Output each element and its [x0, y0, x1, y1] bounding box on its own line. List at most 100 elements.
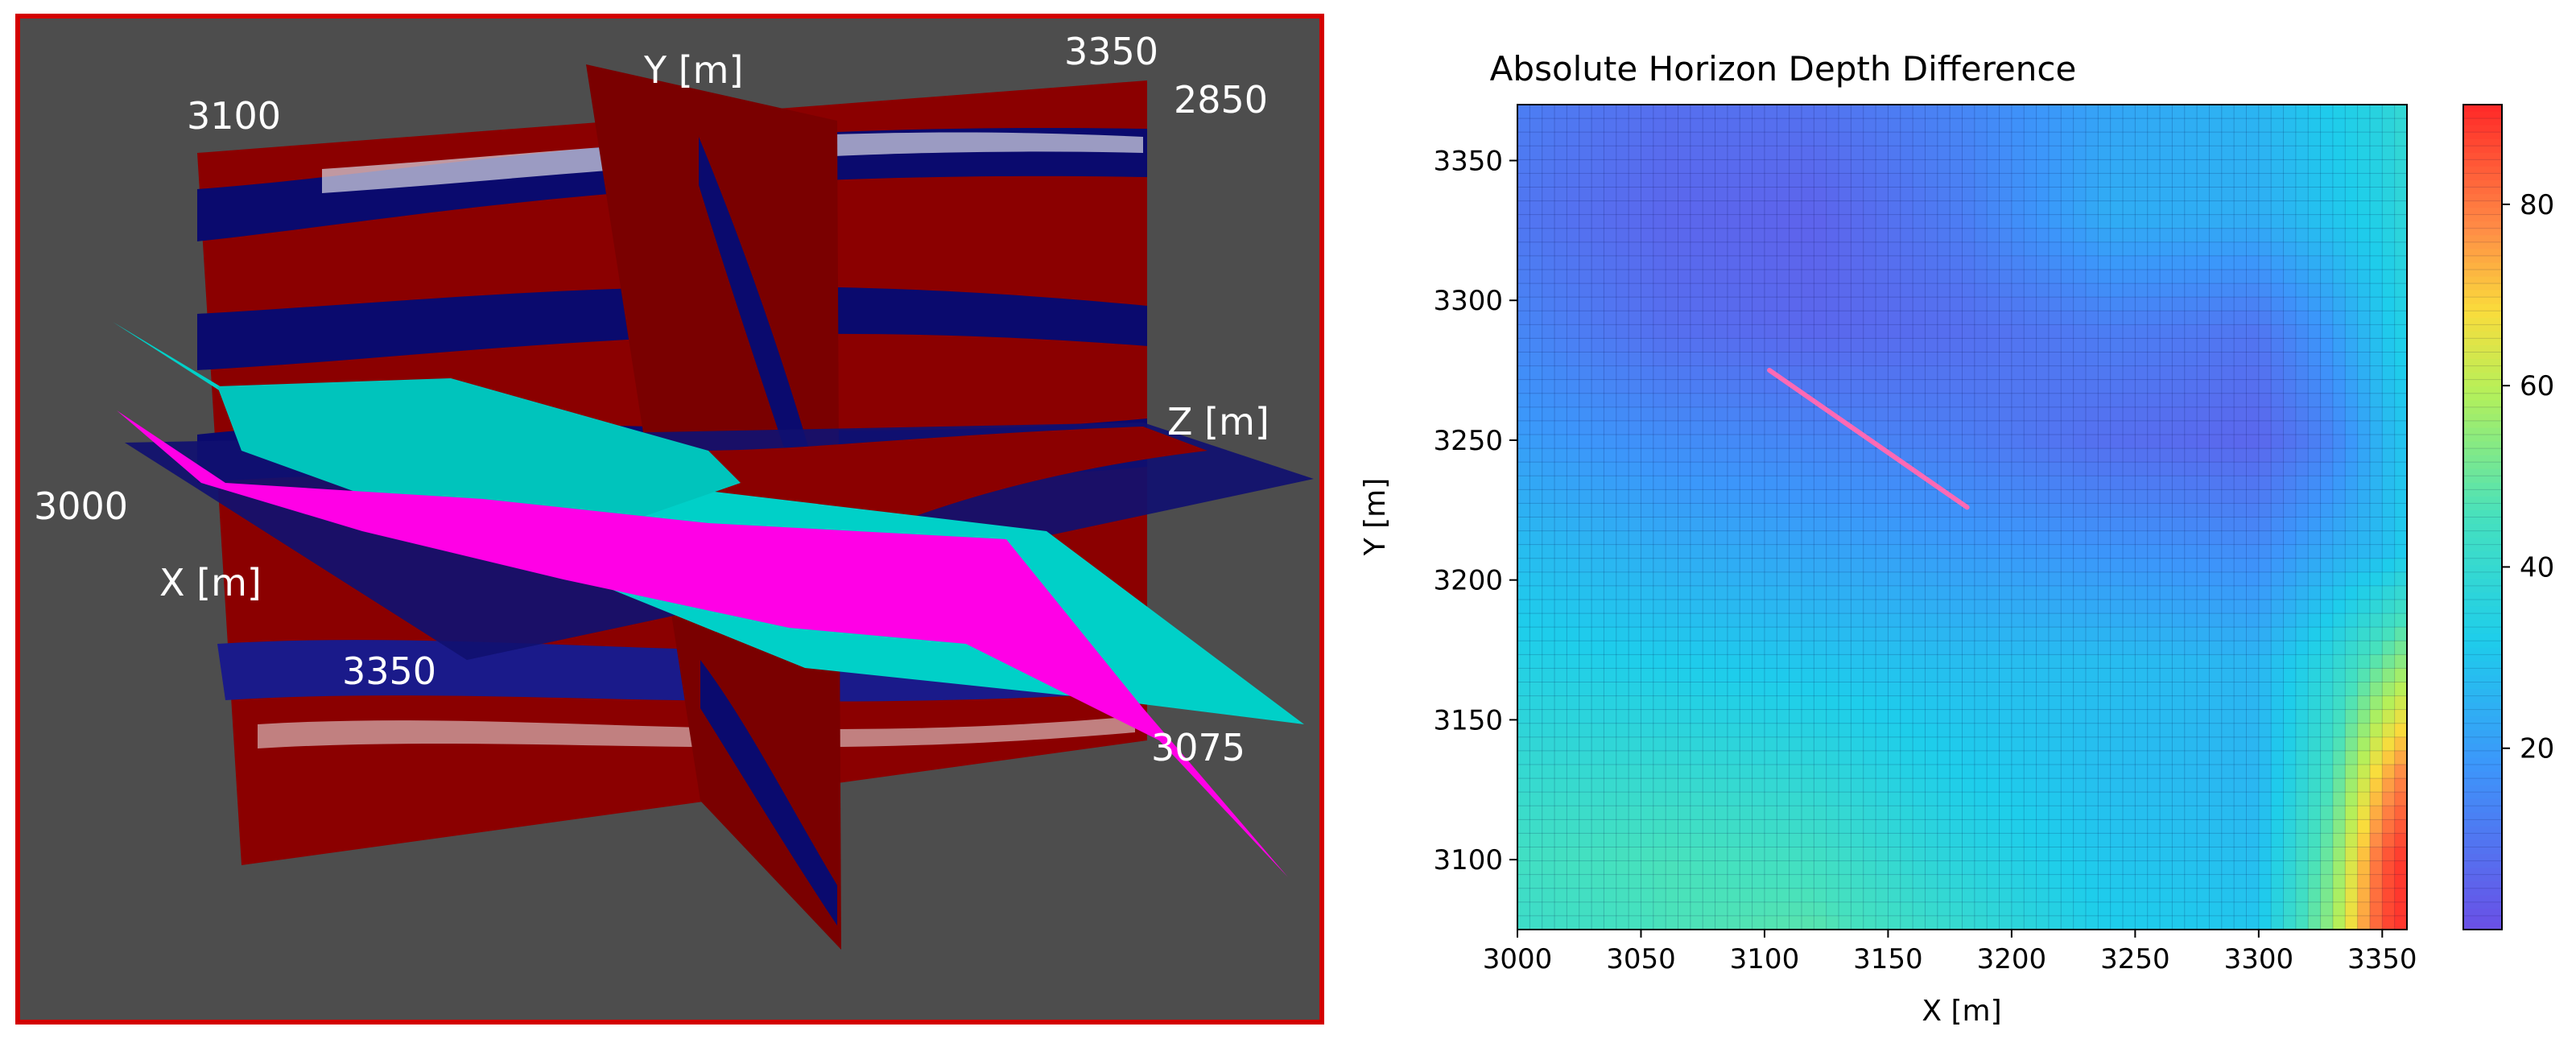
heatmap-cell: [1962, 200, 1975, 216]
heatmap-cell: [1900, 901, 1913, 917]
heatmap-cell: [1913, 736, 1926, 752]
heatmap-cell: [1616, 736, 1629, 752]
heatmap-cell: [1900, 571, 1913, 587]
heatmap-cell: [1690, 489, 1703, 505]
heatmap-cell: [2209, 723, 2223, 738]
heatmap-cell: [2283, 489, 2297, 505]
heatmap-cell: [2073, 778, 2087, 793]
heatmap-cell: [2258, 765, 2272, 779]
heatmap-cell: [1839, 613, 1852, 628]
heatmap-cell: [1641, 241, 1654, 257]
heatmap-cell: [1567, 874, 1580, 889]
heatmap-cell: [1629, 462, 1642, 476]
heatmap-cell: [2073, 641, 2087, 655]
heatmap-cell: [1826, 792, 1839, 806]
heatmap-cell: [2048, 489, 2062, 505]
heatmap-cell: [1703, 765, 1716, 779]
heatmap-cell: [2234, 228, 2248, 243]
heatmap-cell: [1888, 297, 1901, 311]
heatmap-cell: [1678, 503, 1691, 518]
heatmap-cell: [2085, 448, 2099, 463]
heatmap-cell: [2073, 833, 2087, 848]
heatmap-cell: [2135, 736, 2149, 752]
heatmap-cell: [2394, 503, 2408, 518]
heatmap-cell: [1604, 406, 1617, 422]
heatmap-cell: [2345, 393, 2359, 408]
heatmap-cell: [2048, 765, 2062, 779]
heatmap-cell: [1900, 847, 1913, 862]
heatmap-cell: [1542, 476, 1555, 490]
heatmap-cell: [1641, 915, 1654, 930]
heatmap-cell: [2011, 476, 2025, 490]
heatmap-cell: [2123, 462, 2136, 476]
heatmap-cell: [1962, 270, 1975, 284]
heatmap-cell: [2357, 283, 2371, 298]
heatmap-cell: [1801, 228, 1814, 243]
heatmap-cell: [2123, 297, 2136, 311]
heatmap-cell: [2061, 833, 2074, 848]
heatmap-cell: [1789, 146, 1802, 160]
heatmap-cell: [2073, 435, 2087, 449]
heatmap-cell: [2283, 819, 2297, 835]
heatmap-cell: [1789, 571, 1802, 587]
heatmap-cell: [2283, 118, 2297, 133]
heatmap-cell: [1517, 792, 1530, 806]
heatmap-cell: [1974, 338, 1988, 353]
heatmap-cell: [1542, 297, 1555, 311]
heatmap-cell: [1863, 833, 1876, 848]
heatmap-cell: [2382, 255, 2396, 270]
heatmap-cell: [2197, 146, 2211, 160]
heatmap-cell: [1666, 613, 1679, 628]
heatmap-cell: [2320, 187, 2334, 202]
heatmap-cell: [2011, 585, 2025, 600]
heatmap-cell: [1950, 338, 1963, 353]
heatmap-cell: [2246, 420, 2260, 435]
heatmap-cell: [2098, 393, 2112, 408]
heatmap-cell: [1604, 311, 1617, 325]
heatmap-cell: [2221, 888, 2235, 903]
heatmap-cell: [1616, 173, 1629, 188]
heatmap-cell: [1740, 132, 1753, 146]
heatmap-cell: [2221, 874, 2235, 889]
heatmap-cell: [2283, 420, 2297, 435]
heatmap-cell: [2073, 448, 2087, 463]
heatmap-cell: [2246, 585, 2260, 600]
heatmap-cell: [2147, 159, 2161, 175]
heatmap-cell: [2098, 736, 2112, 752]
heatmap-cell: [2184, 270, 2198, 284]
heatmap-cell: [1530, 847, 1543, 862]
colorbar-swatch: [2463, 406, 2502, 414]
heatmap-cell: [1900, 750, 1913, 765]
heatmap-cell: [2048, 503, 2062, 518]
heatmap-cell: [2308, 585, 2322, 600]
heatmap-cell: [2271, 600, 2285, 614]
heatmap-cell: [1801, 146, 1814, 160]
heatmap-cell: [1876, 297, 1889, 311]
heatmap-cell: [1690, 132, 1703, 146]
heatmap-cell: [1925, 393, 1938, 408]
x-tick-label: 3350: [2347, 943, 2417, 975]
heatmap-cell: [2382, 888, 2396, 903]
heatmap-cell: [1876, 132, 1889, 146]
heatmap-cell: [2024, 393, 2037, 408]
heatmap-cell: [1962, 600, 1975, 614]
heatmap-cell: [2332, 365, 2346, 381]
heatmap-cell: [2172, 544, 2186, 559]
heatmap-cell: [2073, 709, 2087, 724]
heatmap-cell: [2048, 558, 2062, 573]
heatmap-cell: [1678, 544, 1691, 559]
heatmap-cell: [1752, 819, 1765, 835]
heatmap-cell: [2369, 792, 2383, 806]
heatmap-cell: [1616, 379, 1629, 394]
heatmap-cell: [1925, 228, 1938, 243]
heatmap-cell: [2283, 600, 2297, 614]
heatmap-cell: [1900, 668, 1913, 683]
heatmap-cell: [2382, 406, 2396, 422]
heatmap-cell: [2271, 792, 2285, 806]
heatmap-cell: [2197, 462, 2211, 476]
heatmap-cell: [2308, 860, 2322, 876]
heatmap-cell: [2110, 874, 2124, 889]
heatmap-cell: [1752, 627, 1765, 641]
heatmap-cell: [1962, 435, 1975, 449]
heatmap-cell: [2036, 311, 2050, 325]
